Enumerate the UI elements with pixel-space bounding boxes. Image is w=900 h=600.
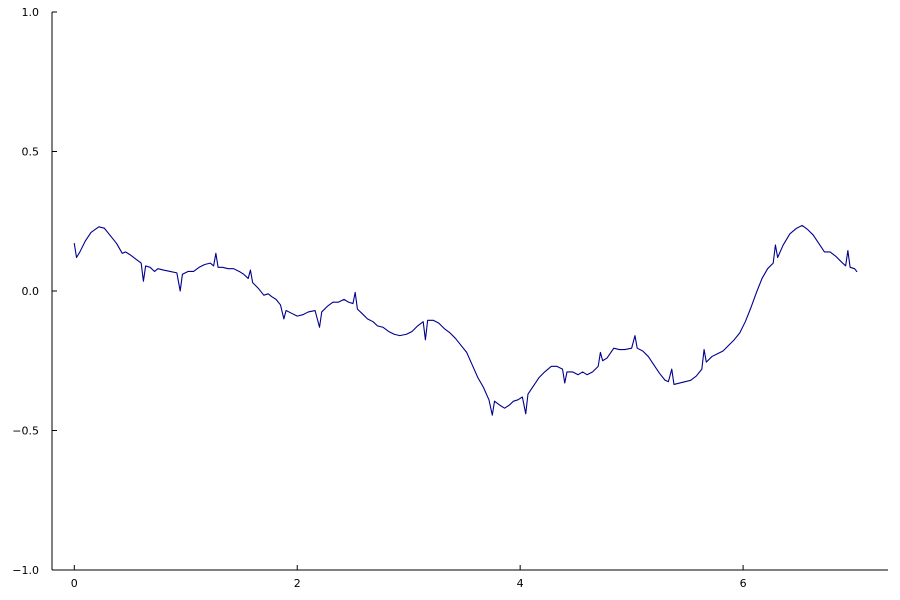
x-axis-ticks: 0 2 4 6 [71, 565, 747, 590]
x-tick-label: 2 [294, 577, 301, 590]
y-axis-ticks: −1.0 −0.5 0.0 0.5 1.0 [12, 6, 57, 577]
chart-axes [51, 12, 888, 571]
series-line-1 [73, 224, 858, 416]
y-tick-label: 0.0 [22, 285, 40, 298]
y-tick-label: 1.0 [22, 6, 40, 19]
series-group [73, 224, 858, 416]
y-tick-label: 0.5 [22, 146, 40, 159]
x-tick-label: 0 [71, 577, 78, 590]
y-tick-label: −0.5 [12, 425, 39, 438]
x-tick-label: 4 [517, 577, 524, 590]
x-tick-label: 6 [740, 577, 747, 590]
y-tick-label: −1.0 [12, 564, 39, 577]
